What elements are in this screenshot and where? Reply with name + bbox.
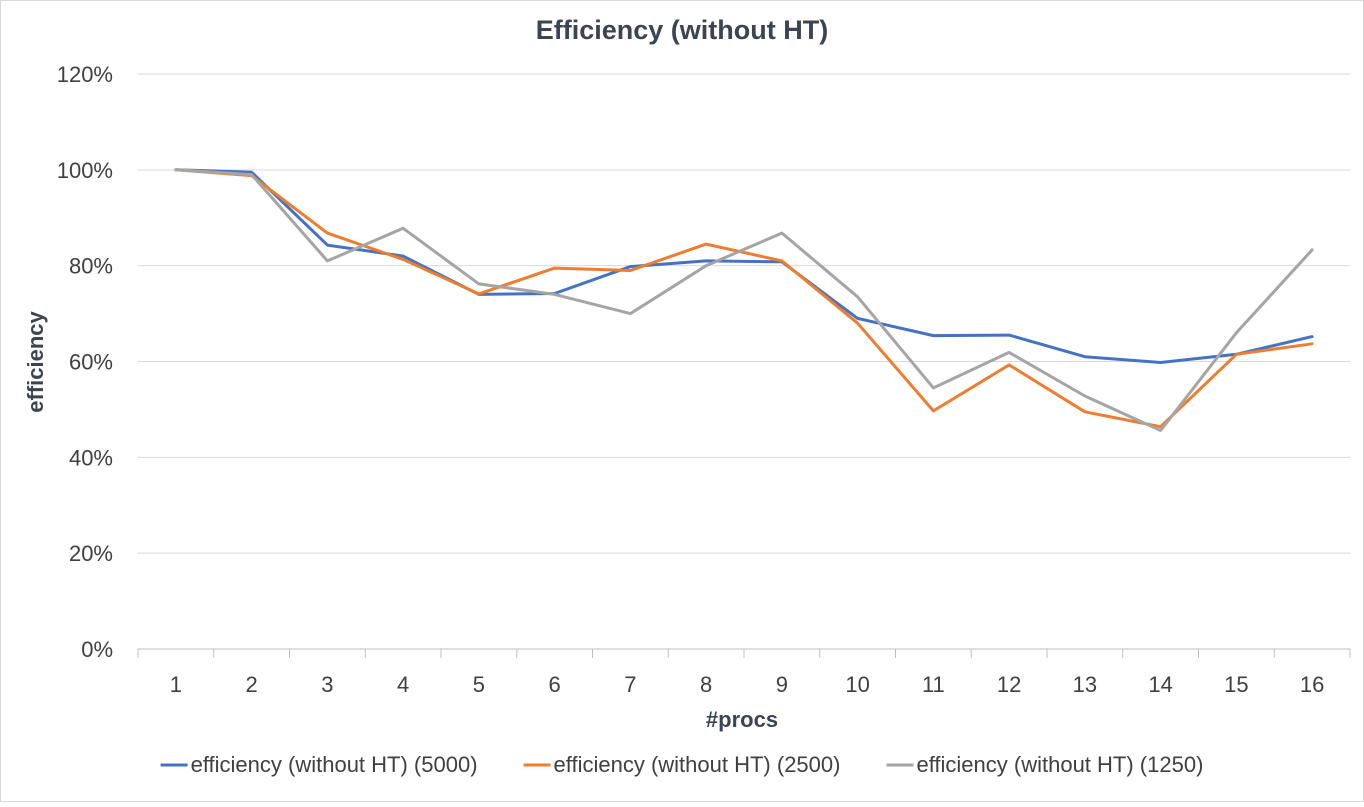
- y-tick-label: 40%: [69, 445, 113, 470]
- legend-label-1: efficiency (without HT) (5000): [191, 752, 478, 777]
- y-axis-ticks: 0% 20% 40% 60% 80% 100% 120%: [57, 62, 113, 662]
- x-tick-label: 10: [845, 672, 869, 697]
- x-tick-label: 13: [1073, 672, 1097, 697]
- series-line-2: [174, 168, 1314, 429]
- x-tick-label: 11: [922, 672, 945, 697]
- legend: efficiency (without HT) (5000) efficiency…: [160, 752, 1203, 777]
- x-tick-label: 9: [776, 672, 788, 697]
- x-tick-label: 14: [1148, 672, 1172, 697]
- y-tick-label: 120%: [57, 62, 113, 87]
- x-tick-label: 2: [246, 672, 258, 697]
- y-tick-label: 100%: [57, 158, 113, 183]
- x-tick-label: 7: [624, 672, 636, 697]
- x-tick-label: 16: [1300, 672, 1324, 697]
- y-axis-label: efficiency: [23, 310, 48, 412]
- x-tick-label: 1: [170, 672, 182, 697]
- series-line-3: [174, 168, 1314, 432]
- x-tick-label: 5: [473, 672, 485, 697]
- y-tick-label: 0%: [81, 637, 113, 662]
- x-tick-label: 15: [1224, 672, 1248, 697]
- x-axis-label: #procs: [706, 707, 778, 732]
- x-axis-ticks: 1 2 3 4 5 6 7 8 9 10 11 12 13 14 15 16: [170, 672, 1325, 697]
- gridlines: [137, 73, 1351, 658]
- series-lines: [174, 168, 1314, 432]
- x-tick-label: 8: [700, 672, 712, 697]
- series-line-1: [174, 168, 1314, 364]
- y-tick-label: 80%: [69, 254, 113, 279]
- y-tick-label: 60%: [69, 350, 113, 375]
- x-tick-label: 6: [549, 672, 561, 697]
- legend-label-3: efficiency (without HT) (1250): [916, 752, 1203, 777]
- chart-title: Efficiency (without HT): [536, 15, 829, 45]
- x-tick-label: 4: [397, 672, 409, 697]
- y-tick-label: 20%: [69, 541, 113, 566]
- x-tick-label: 3: [321, 672, 333, 697]
- legend-label-2: efficiency (without HT) (2500): [554, 752, 841, 777]
- x-tick-label: 12: [997, 672, 1021, 697]
